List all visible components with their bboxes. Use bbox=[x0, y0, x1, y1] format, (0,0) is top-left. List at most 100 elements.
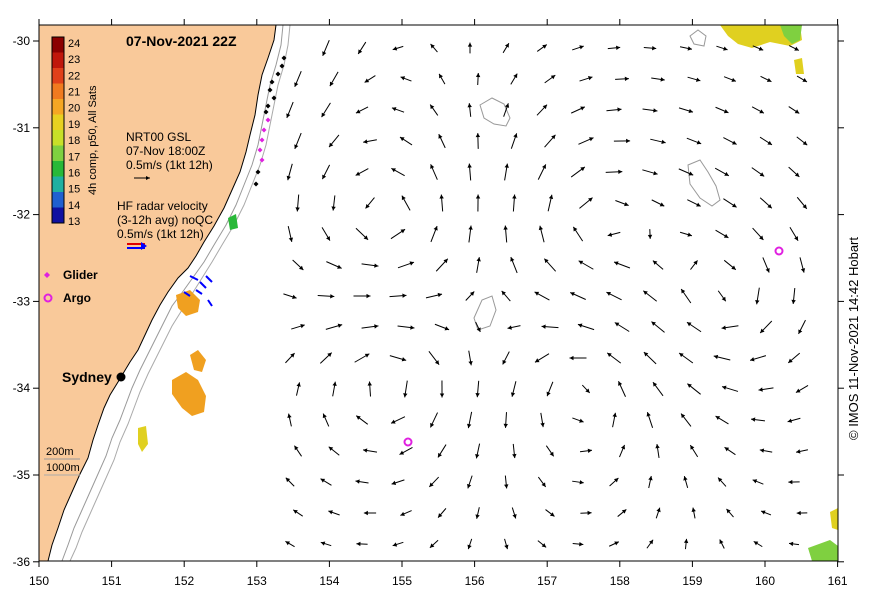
sst-patch-mid-small bbox=[190, 350, 206, 372]
current-vector bbox=[537, 164, 547, 180]
current-vector bbox=[295, 382, 301, 396]
glider-position bbox=[271, 95, 277, 101]
current-vector bbox=[326, 261, 342, 269]
current-vector bbox=[512, 194, 517, 212]
current-vector bbox=[285, 352, 295, 364]
current-vector bbox=[287, 226, 294, 242]
current-vector bbox=[716, 45, 728, 51]
current-vector bbox=[547, 194, 554, 212]
current-vector bbox=[399, 136, 413, 146]
legend-gsl-arrow bbox=[134, 176, 150, 180]
current-vector bbox=[752, 45, 764, 51]
current-vector bbox=[762, 257, 770, 273]
current-vector bbox=[643, 351, 657, 365]
colorbar-tick-label: 19 bbox=[68, 119, 80, 131]
colorbar-segment bbox=[52, 130, 64, 146]
current-vector bbox=[715, 106, 729, 114]
current-vector bbox=[286, 163, 293, 181]
current-vector bbox=[679, 231, 693, 237]
current-vector bbox=[715, 415, 729, 425]
current-vector bbox=[364, 75, 376, 83]
current-vector bbox=[401, 195, 411, 211]
current-vector bbox=[546, 381, 554, 397]
current-vector bbox=[655, 507, 661, 519]
current-vector bbox=[476, 257, 481, 273]
current-vector bbox=[537, 476, 547, 488]
current-vector bbox=[796, 510, 808, 516]
sst-patch-north bbox=[176, 290, 200, 316]
current-vector bbox=[719, 539, 725, 549]
current-vector bbox=[544, 74, 556, 84]
legend-glider bbox=[44, 272, 50, 278]
x-tick-label: 161 bbox=[828, 574, 848, 588]
current-vector bbox=[392, 45, 404, 51]
x-tick-label: 156 bbox=[465, 574, 485, 588]
x-tick-label: 160 bbox=[755, 574, 775, 588]
current-vector bbox=[788, 541, 800, 547]
colorbar-tick-label: 24 bbox=[68, 38, 80, 50]
current-vector bbox=[504, 163, 509, 181]
colorbar-segment bbox=[52, 52, 64, 69]
x-tick-label: 158 bbox=[610, 574, 630, 588]
current-vector bbox=[321, 102, 331, 118]
current-vector bbox=[678, 352, 694, 364]
current-vector bbox=[570, 292, 586, 300]
current-vector bbox=[467, 42, 473, 54]
current-vector bbox=[614, 322, 630, 332]
y-tick-label: -30 bbox=[13, 34, 31, 48]
current-vector bbox=[534, 291, 550, 301]
current-vector bbox=[363, 510, 377, 516]
current-vector bbox=[430, 225, 438, 243]
sst-patch-mid bbox=[172, 372, 206, 416]
current-vector bbox=[759, 448, 773, 453]
colorbar-segment bbox=[52, 37, 64, 53]
current-vector bbox=[651, 199, 665, 207]
current-vector bbox=[325, 323, 343, 330]
colorbar-tick-label: 15 bbox=[68, 184, 80, 196]
current-vector bbox=[791, 288, 796, 304]
current-vector bbox=[647, 229, 653, 239]
x-axis-ticks: 150 151 152 153 154 155 156 157 158 159 160 161 bbox=[29, 19, 848, 588]
current-vector bbox=[502, 42, 510, 54]
land-mass-australia bbox=[38, 24, 277, 562]
current-vector bbox=[353, 293, 371, 299]
current-vector bbox=[788, 106, 800, 114]
seamount-outline-1 bbox=[479, 97, 511, 127]
current-vector bbox=[618, 381, 626, 397]
current-vector bbox=[759, 320, 773, 334]
current-vector bbox=[294, 445, 302, 457]
current-vector bbox=[389, 293, 407, 298]
current-vector bbox=[400, 510, 412, 516]
current-vector bbox=[475, 194, 481, 212]
current-vector bbox=[504, 475, 509, 489]
current-vector bbox=[642, 108, 658, 113]
current-vector bbox=[430, 412, 438, 428]
current-vector bbox=[292, 509, 304, 517]
current-vector bbox=[787, 417, 801, 423]
current-vector bbox=[760, 75, 772, 83]
current-vector bbox=[512, 443, 517, 459]
current-vector bbox=[619, 444, 626, 458]
current-vector bbox=[689, 444, 699, 458]
current-vector bbox=[475, 72, 481, 86]
hf-radar-vectors bbox=[183, 275, 213, 307]
current-vector bbox=[683, 538, 689, 550]
current-vector bbox=[429, 539, 439, 549]
current-vector bbox=[569, 355, 587, 361]
glider-position bbox=[269, 79, 275, 85]
current-vector bbox=[788, 479, 800, 485]
current-vector bbox=[606, 352, 622, 364]
current-vector bbox=[690, 260, 698, 270]
current-vector bbox=[511, 507, 517, 519]
current-vector bbox=[715, 229, 729, 239]
sst-patch-ne bbox=[720, 25, 802, 48]
y-tick-label: -34 bbox=[13, 381, 31, 395]
argo-float-1 bbox=[774, 246, 784, 256]
current-vector bbox=[510, 133, 518, 149]
current-vector bbox=[468, 350, 473, 366]
current-vector bbox=[796, 75, 808, 83]
current-vector bbox=[643, 45, 657, 51]
seamount-outline-4 bbox=[689, 29, 707, 47]
current-vector bbox=[390, 416, 406, 424]
current-vector bbox=[286, 101, 294, 119]
